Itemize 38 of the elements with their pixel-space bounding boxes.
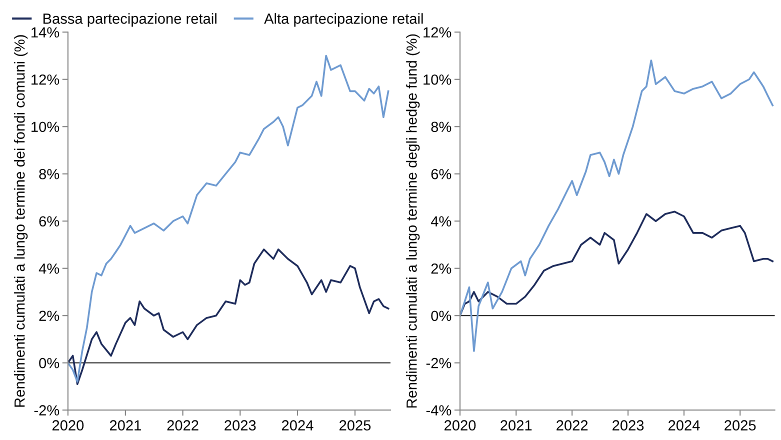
- y-tick-label: 0%: [39, 358, 60, 368]
- line-series: [68, 248, 390, 385]
- y-tick-label: 2%: [431, 263, 452, 274]
- x-tick-label: 2024: [282, 420, 314, 431]
- y-tick-label: -2%: [34, 405, 60, 416]
- x-tick-label: 2023: [612, 420, 644, 431]
- line-series: [460, 60, 774, 352]
- x-tick-label: 2020: [444, 420, 476, 431]
- y-tick-label: 6%: [431, 168, 452, 180]
- x-tick-label: 2021: [500, 420, 532, 431]
- y-axis-title: Rendimenti cumulati a lungo termine dei fondi comuni (%): [14, 35, 28, 407]
- y-tick-label: -2%: [426, 358, 452, 368]
- x-tick-label: 2022: [167, 420, 198, 431]
- legend-label: Bassa partecipazione retail: [43, 13, 216, 27]
- x-tick-label: 2024: [668, 420, 700, 431]
- y-tick-label: 4%: [430, 216, 452, 226]
- line-series: [460, 210, 774, 316]
- y-tick-label: 0%: [431, 310, 452, 322]
- x-tick-label: 2025: [724, 420, 756, 431]
- legend-label: Alta partecipazione retail: [264, 13, 423, 27]
- x-tick-label: 2020: [52, 420, 84, 431]
- y-tick-label: 8%: [431, 122, 452, 132]
- x-tick-label: 2021: [110, 420, 141, 431]
- y-tick-label: 2%: [39, 310, 60, 321]
- y-tick-label: 12%: [32, 74, 60, 85]
- y-tick-label: -4%: [426, 405, 452, 416]
- y-tick-label: 4%: [38, 264, 60, 274]
- x-tick-label: 2025: [340, 420, 371, 431]
- x-tick-label: 2022: [556, 420, 588, 431]
- y-tick-label: 6%: [39, 216, 60, 227]
- y-tick-label: 10%: [424, 74, 452, 85]
- x-tick-label: 2023: [224, 420, 256, 431]
- y-tick-label: 14%: [32, 27, 60, 38]
- y-tick-label: 8%: [39, 168, 60, 180]
- y-axis-title: Rendimenti cumulati a lungo termine degli hedge fund (%): [406, 34, 420, 408]
- y-tick-label: 10%: [32, 122, 60, 132]
- line-series: [68, 54, 390, 383]
- y-tick-label: 12%: [424, 27, 452, 38]
